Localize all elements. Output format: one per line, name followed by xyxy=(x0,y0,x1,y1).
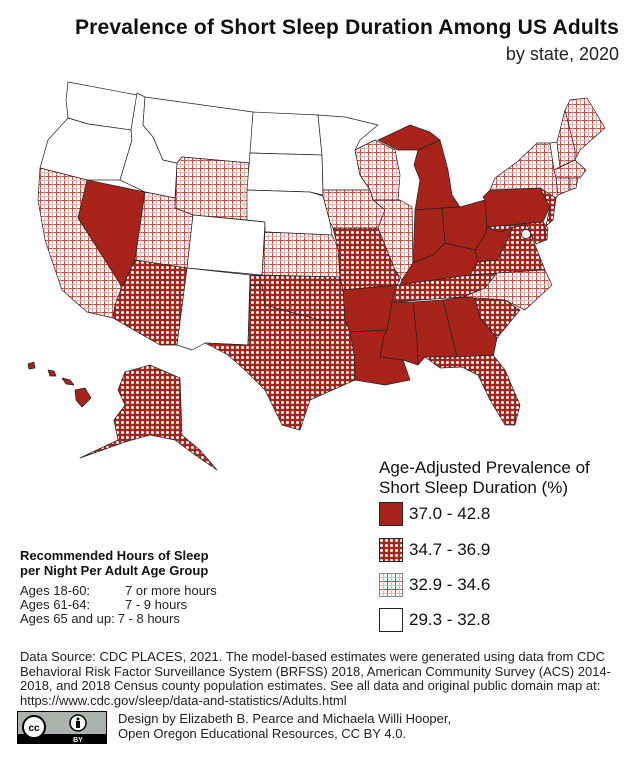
svg-text:BY: BY xyxy=(73,737,83,743)
legend-label: 29.3 - 32.8 xyxy=(409,610,491,629)
state-nj xyxy=(539,187,557,227)
legend-label: 34.7 - 36.9 xyxy=(409,540,491,559)
state-ks xyxy=(261,231,341,278)
design-credit: Design by Elizabeth B. Pearce and Michae… xyxy=(118,711,452,741)
state-ma xyxy=(553,159,587,179)
cc-by-license-badge: cc BY xyxy=(17,711,107,744)
credit-line: Open Oregon Educational Resources, CC BY… xyxy=(118,725,407,741)
state-sd xyxy=(246,152,324,196)
state-hi xyxy=(61,377,75,386)
state-mi xyxy=(377,124,441,151)
age-group: Ages 65 and up: xyxy=(20,611,115,626)
state-nm xyxy=(176,267,251,351)
legend-swatch xyxy=(379,538,403,562)
state-nd xyxy=(249,111,323,156)
page-title: Prevalence of Short Sleep Duration Among… xyxy=(74,16,619,39)
recommended-row: Ages 18-60: 7 or more hours xyxy=(20,584,260,598)
state-dc xyxy=(521,229,531,239)
state-hi xyxy=(27,361,36,370)
legend-title: Age-Adjusted Prevalence of Short Sleep D… xyxy=(379,458,639,498)
state-pa xyxy=(482,187,551,228)
hours: 7 or more hours xyxy=(125,583,217,598)
state-de xyxy=(542,221,549,241)
legend-swatch xyxy=(379,502,403,526)
us-state-map xyxy=(27,81,606,471)
age-group: Ages 18-60: xyxy=(20,583,91,598)
legend-swatch xyxy=(379,573,403,597)
state-tx xyxy=(204,284,356,431)
hours: 7 - 8 hours xyxy=(117,611,180,626)
data-source-text: Data Source: CDC PLACES, 2021. The model… xyxy=(20,649,611,708)
cc-by-icon: cc BY xyxy=(18,714,106,744)
state-la xyxy=(349,329,411,386)
heading-line: per Night Per Adult Age Group xyxy=(20,563,209,578)
legend-item-solid: 37.0 - 42.8 xyxy=(379,502,490,526)
legend-label: 37.0 - 42.8 xyxy=(409,504,491,523)
state-wy xyxy=(174,156,251,221)
heading-line: Recommended Hours of Sleep xyxy=(20,548,209,563)
state-ak xyxy=(79,364,218,471)
recommended-row: Ages 61-64: 7 - 9 hours xyxy=(20,598,260,612)
legend-title-line: Short Sleep Duration (%) xyxy=(379,478,568,497)
state-il xyxy=(372,199,414,281)
legend-label: 32.9 - 34.6 xyxy=(409,575,491,594)
legend-item-none: 29.3 - 32.8 xyxy=(379,608,490,632)
legend-item-dense-grid: 34.7 - 36.9 xyxy=(379,538,490,562)
legend-title-line: Age-Adjusted Prevalence of xyxy=(379,458,590,477)
states-layer xyxy=(27,81,606,471)
state-hi xyxy=(47,369,57,377)
hours: 7 - 9 hours xyxy=(125,597,188,612)
state-ct xyxy=(555,177,571,196)
recommended-heading: Recommended Hours of Sleep per Night Per… xyxy=(20,548,260,578)
state-mi xyxy=(413,139,461,211)
state-ri xyxy=(569,177,579,191)
state-fl xyxy=(424,354,521,426)
age-group: Ages 61-64: xyxy=(20,597,91,612)
recommended-row: Ages 65 and up: 7 - 8 hours xyxy=(20,612,260,626)
recommended-hours-box: Recommended Hours of Sleep per Night Per… xyxy=(20,548,260,626)
state-co xyxy=(186,214,266,276)
state-hi xyxy=(74,387,92,408)
page-subtitle: by state, 2020 xyxy=(505,44,619,64)
legend-item-light-grid: 32.9 - 34.6 xyxy=(379,573,490,597)
state-me xyxy=(564,97,606,161)
svg-text:cc: cc xyxy=(28,723,40,734)
legend-swatch xyxy=(379,608,403,632)
credit-line: Design by Elizabeth B. Pearce and Michae… xyxy=(118,711,452,726)
